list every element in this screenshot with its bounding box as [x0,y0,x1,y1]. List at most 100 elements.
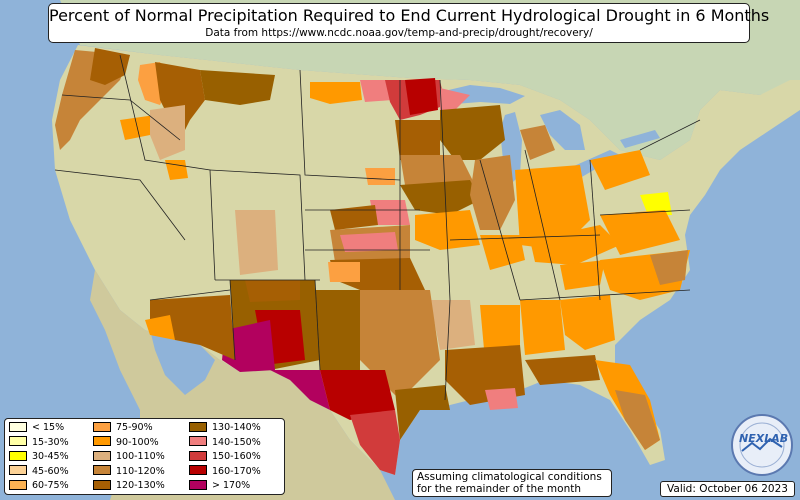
michigan-region [520,125,555,160]
nebraska-region [330,205,378,230]
nevada-north-region [165,160,188,180]
legend-item: 75-90% [93,421,153,434]
north-dakota-region [310,82,362,104]
texas-south-region [270,370,330,410]
arizona-region [150,295,235,360]
legend-label: 30-45% [32,451,69,462]
minnesota-east-region [440,88,470,110]
legend-swatch [189,436,207,446]
wisconsin-region [440,105,505,160]
ohio-valley-region [480,235,525,270]
gulf-coast-region [525,355,600,385]
illinois-region [470,155,515,230]
title-box: Percent of Normal Precipitation Required… [48,3,770,43]
texas-panhandle-region [245,280,300,302]
texas-central-region [320,370,395,420]
carolina-east-region [650,250,688,285]
alabama-region [520,300,565,355]
lake-ontario [620,130,660,148]
midwest-core-region [400,180,480,215]
texas-west-region [315,290,360,370]
utah-region [235,210,278,275]
legend-item: 110-120% [93,465,165,478]
legend: < 15% 15-30% 30-45% 45-60% 60-75% 75-90% 90-10… [4,418,285,495]
legend-item: 140-150% [189,436,261,449]
lake-huron [540,110,585,150]
legend-label: 75-90% [116,422,153,433]
legend-swatch [93,436,111,446]
legend-swatch [93,450,111,461]
legend-label: 150-160% [212,451,261,462]
note-line-1: Assuming climatological conditions [417,471,602,483]
assumption-note: Assuming climatological conditions for t… [412,469,612,497]
montana-region [200,70,275,105]
legend-label: > 170% [212,480,251,491]
map-title: Percent of Normal Precipitation Required… [49,6,770,25]
iowa-west-region [395,120,440,160]
legend-label: 140-150% [212,436,261,448]
arizona-west-region [145,315,175,340]
legend-swatch [93,465,111,475]
legend-label: 45-60% [32,465,69,477]
legend-swatch [189,421,207,432]
logo-text: NEXLAB [739,432,789,445]
legend-swatch [9,436,27,446]
kansas-core-region [340,232,398,252]
georgia-region [560,295,615,350]
missouri-region [415,210,480,250]
legend-item: 15-30% [9,436,69,449]
idaho-south-region [150,105,185,160]
legend-item: 100-110% [93,450,165,463]
legend-item: 120-130% [93,479,165,492]
nd-east-region [360,80,392,102]
minnesota-core-region [405,78,438,115]
legend-swatch [189,450,207,461]
legend-label: 130-140% [212,422,261,433]
legend-item: 60-75% [9,479,69,492]
legend-item: 130-140% [189,421,261,434]
texas-gulf-region [395,385,450,440]
legend-label: 90-100% [116,436,159,448]
gulf-of-california [150,330,215,395]
legend-item: 45-60% [9,465,69,478]
drought-regions [55,48,690,475]
legend-item: > 170% [189,479,251,492]
legend-label: 120-130% [116,480,165,491]
florida-south-region [615,390,660,450]
legend-swatch [189,465,207,475]
ok-west-region [328,262,360,282]
legend-label: 100-110% [116,451,165,462]
virginia-region [600,210,680,255]
washington-east-region [90,48,130,85]
maryland-region [640,192,672,215]
legend-item: 150-160% [189,450,261,463]
legend-swatch [9,479,27,490]
pennsylvania-region [590,150,650,190]
legend-swatch [93,479,111,490]
map-subtitle: Data from https://www.ncdc.noaa.gov/temp… [205,27,593,39]
legend-item: 160-170% [189,465,261,478]
legend-label: 110-120% [116,465,165,477]
legend-swatch [189,479,207,490]
legend-swatch [9,465,27,475]
legend-label: < 15% [32,422,65,433]
arkansas-region [430,300,475,350]
texas-coast-region [350,410,400,475]
legend-item: < 15% [9,421,65,434]
note-line-2: for the remainder of the month [417,483,582,495]
legend-item: 90-100% [93,436,159,449]
kansas-north-region [365,168,395,185]
tennessee-region [560,260,605,290]
nexlab-logo [731,414,793,476]
legend-label: 15-30% [32,436,69,448]
valid-date: Valid: October 06 2023 [660,481,795,497]
louisiana-coast-region [485,388,518,410]
montana-west-region [155,62,205,140]
legend-label: 160-170% [212,465,261,477]
legend-label: 60-75% [32,480,69,491]
legend-swatch [9,421,27,432]
legend-item: 30-45% [9,450,69,463]
state-boundaries [54,54,701,401]
legend-swatch [93,421,111,432]
